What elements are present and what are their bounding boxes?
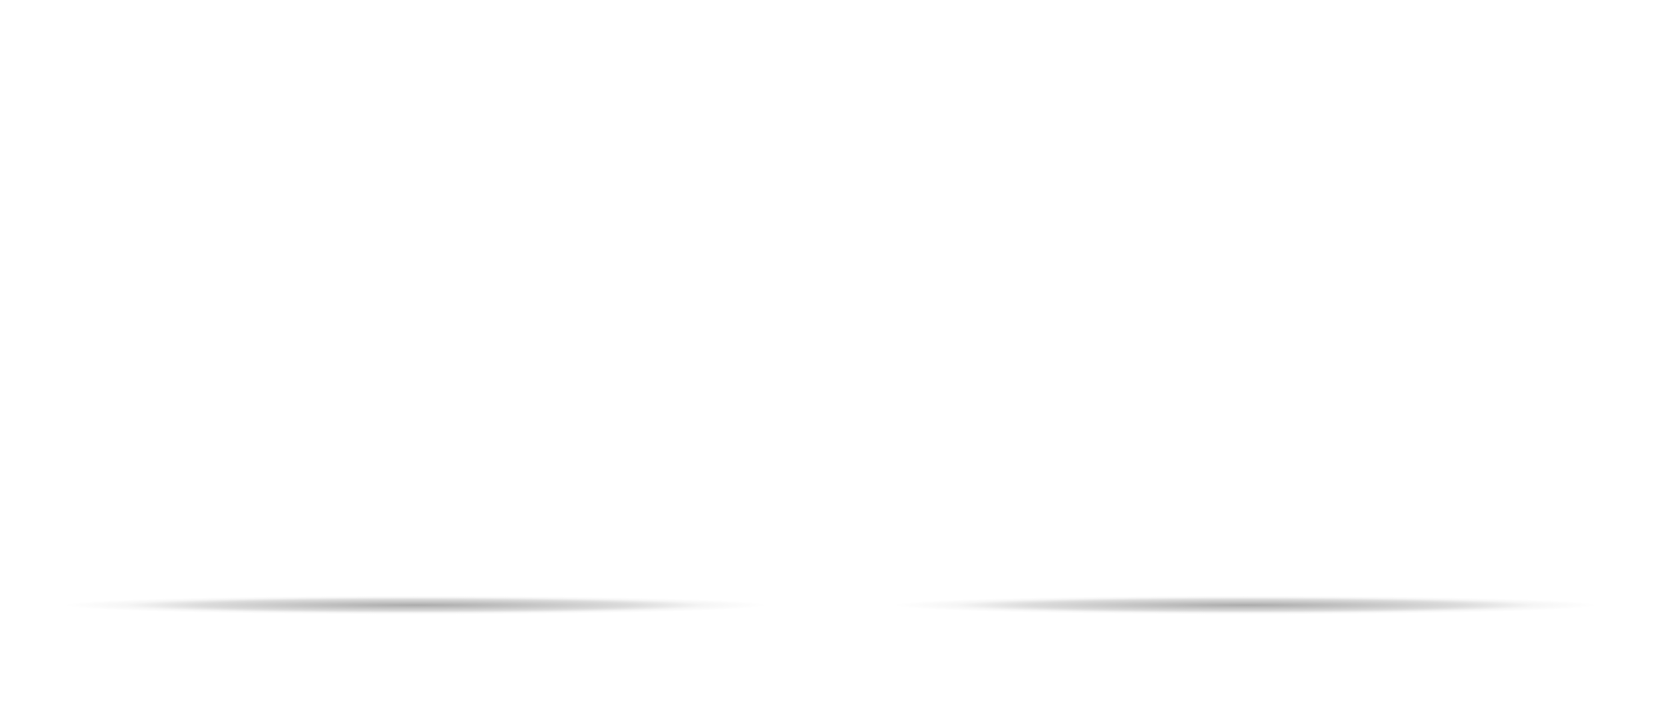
tuning-chart [840, 0, 1660, 600]
tuning-caption [824, 615, 1584, 647]
charts-section [0, 0, 1667, 600]
spectrum-chart [0, 0, 820, 600]
spectrum-caption [26, 615, 786, 647]
tuning-figure [840, 0, 1660, 600]
spectrum-figure [0, 0, 820, 600]
card-shadow-right [848, 596, 1643, 615]
card-shadow-left [18, 596, 813, 615]
